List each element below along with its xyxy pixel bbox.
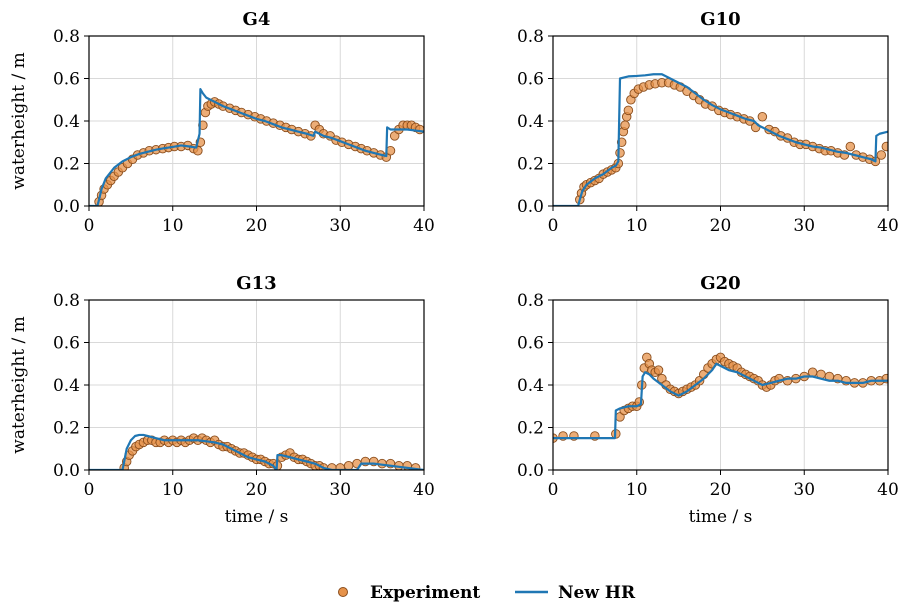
y-tick-label: 0.8 [53,27,80,47]
x-tick-label: 40 [413,216,435,236]
x-tick-label: 10 [626,480,648,500]
panel-title: G13 [236,273,276,294]
y-tick-label: 0.2 [53,419,80,439]
y-tick-label: 0.0 [517,197,544,217]
legend: Experiment New HR [338,583,636,603]
x-tick-label: 30 [329,216,351,236]
x-tick-label: 20 [246,480,268,500]
y-tick-label: 0.8 [517,291,544,311]
experiment-point [876,150,887,160]
plot-area [553,352,888,443]
y-tick-label: 0.6 [517,334,544,354]
axes-frame [88,299,425,471]
panel-title: G10 [700,9,740,30]
experiment-point [193,145,203,156]
new-hr-line [553,73,888,206]
y-tick-label: 0.4 [517,112,544,132]
x-tick-label: 20 [710,216,732,236]
x-tick-label: 30 [793,480,815,500]
panel-g4: 0 10 20 30 40 0.0 0.2 0.4 0.6 0.8 G4 waterheight / … [9,9,435,236]
experiment-point [623,105,634,116]
panel-g10: 0 10 20 30 40 0.0 0.2 0.4 0.6 0.8 G10 [517,9,899,236]
experiment-point [327,463,337,470]
new-hr-line [553,362,888,440]
plot-area [553,73,888,206]
y-axis-label: waterheight / m [9,316,29,453]
x-tick-label: 40 [877,480,899,500]
legend-marker-experiment [338,587,348,597]
x-tick-label: 30 [329,480,351,500]
axes-frame [552,299,889,471]
plot-area [89,433,424,470]
legend-label-new-hr: New HR [558,583,636,603]
y-tick-label: 0.6 [53,70,80,90]
y-axis-label: waterheight / m [9,52,29,189]
panel-title: G4 [243,9,271,30]
y-tick-label: 0.4 [53,376,80,396]
y-tick-label: 0.8 [517,27,544,47]
y-tick-label: 0.2 [517,419,544,439]
y-tick-label: 0.0 [53,197,80,217]
experiment-point [653,365,664,375]
experiment-point [807,367,818,378]
experiment-point [615,148,625,158]
x-tick-label: 0 [548,216,559,236]
axes-frame [552,35,889,207]
x-tick-label: 10 [162,216,184,236]
x-tick-label: 10 [626,216,648,236]
y-tick-label: 0.6 [517,70,544,90]
experiment-point [757,111,768,122]
x-tick-label: 10 [162,480,184,500]
x-tick-label: 30 [793,216,815,236]
y-tick-label: 0.0 [53,461,80,481]
panel-title: G20 [700,273,740,294]
y-tick-label: 0.2 [53,155,80,175]
y-tick-label: 0.2 [517,155,544,175]
experiment-point [845,141,856,152]
panel-g20: 0 10 20 30 40 0.0 0.2 0.4 0.6 0.8 G20 time / s [517,273,899,527]
experiment-point [343,461,354,470]
y-tick-label: 0.0 [517,461,544,481]
x-tick-label: 0 [84,480,95,500]
y-tick-label: 0.6 [53,334,80,354]
x-tick-label: 0 [548,480,559,500]
experiment-point [620,120,630,130]
x-tick-label: 40 [877,216,899,236]
x-tick-label: 20 [710,480,732,500]
panel-g13: 0 10 20 30 40 0.0 0.2 0.4 0.6 0.8 G13 time / s water… [9,273,435,527]
y-tick-label: 0.4 [517,376,544,396]
x-tick-label: 20 [246,216,268,236]
x-tick-label: 0 [84,216,95,236]
x-tick-label: 40 [413,480,435,500]
experiment-point [881,141,888,152]
axes-frame [88,35,425,207]
legend-label-experiment: Experiment [370,583,480,603]
y-tick-label: 0.4 [53,112,80,132]
x-axis-label: time / s [689,507,753,527]
plot-area [89,88,424,206]
new-hr-line [89,433,424,470]
x-axis-label: time / s [225,507,289,527]
new-hr-line [89,88,424,206]
y-tick-label: 0.8 [53,291,80,311]
